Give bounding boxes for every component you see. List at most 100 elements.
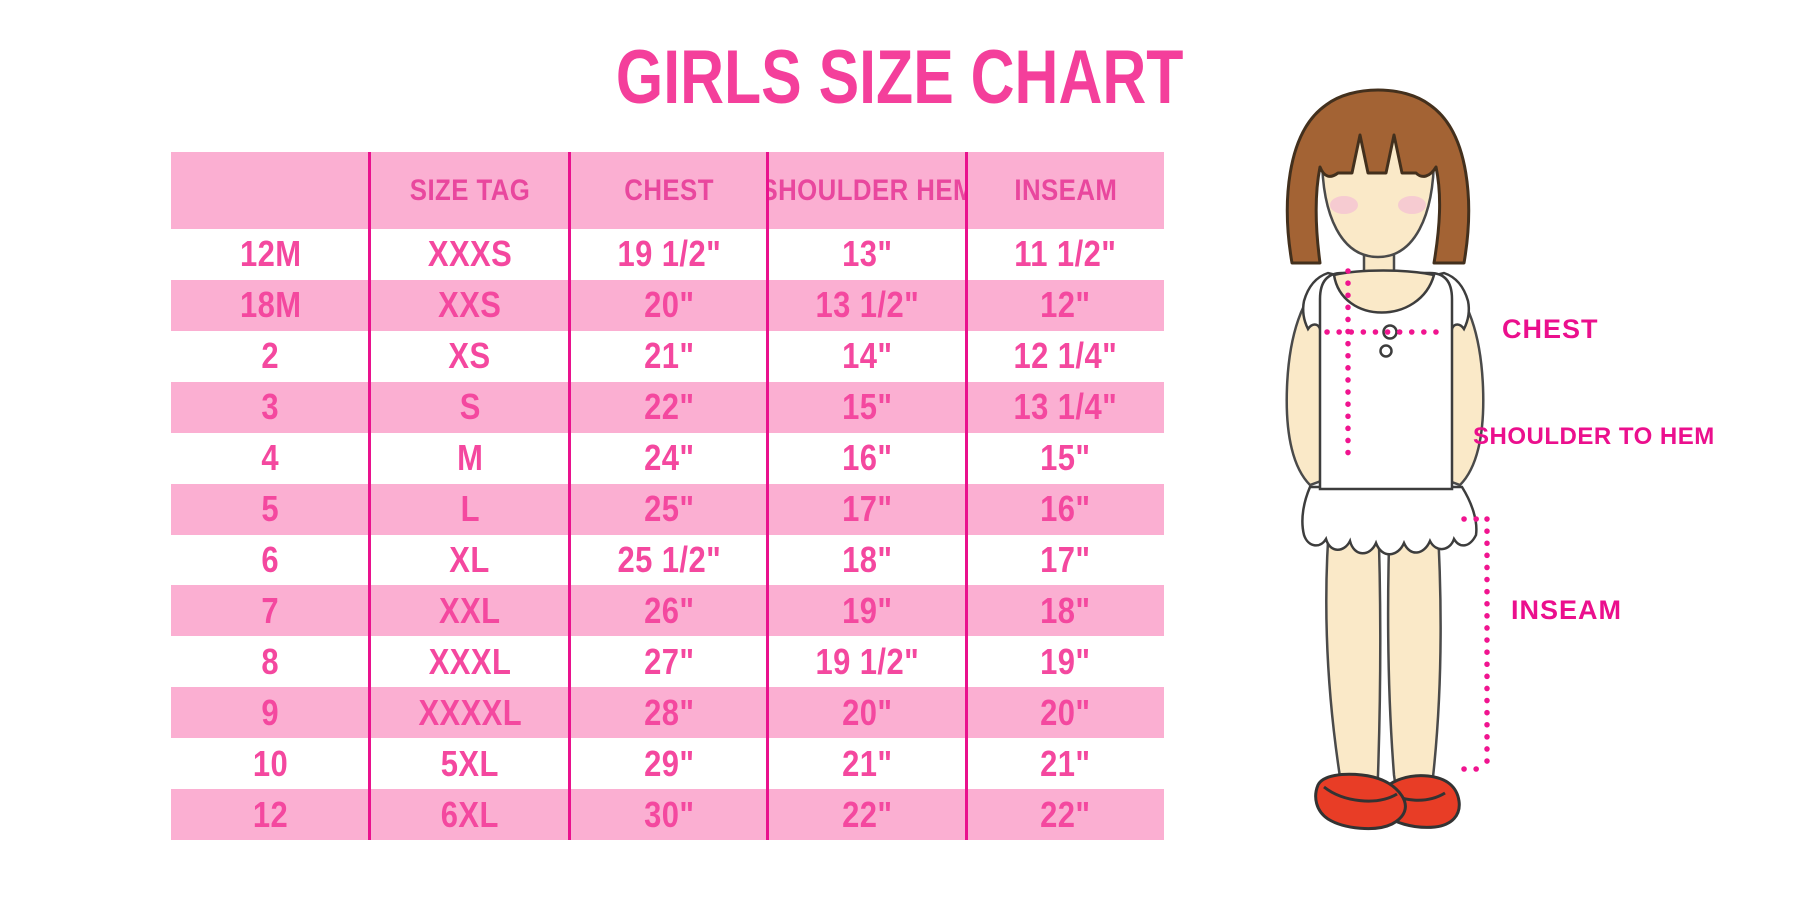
cell-chest: 26" [643, 589, 695, 631]
cell-chest: 25" [643, 488, 695, 530]
shoulder-to-hem-label: SHOULDER TO HEM [1473, 423, 1715, 450]
neckline [1332, 269, 1436, 314]
cell-chest: 29" [643, 742, 695, 784]
cell-shoulder-hem: 22" [842, 793, 893, 835]
cell-size-tag: S [459, 386, 481, 428]
chest-label: CHEST [1502, 314, 1599, 344]
cell-inseam: 12" [1040, 284, 1091, 326]
cell-size-tag: XXS [438, 284, 502, 326]
cell-size-tag: XXL [439, 589, 501, 631]
column-divider-2 [568, 152, 571, 840]
cell-inseam: 12 1/4" [1013, 335, 1118, 377]
cell-size: 4 [261, 437, 280, 479]
cell-shoulder-hem: 16" [842, 437, 893, 479]
table-row: 2 XS 21" 14" 12 1/4" [171, 331, 1164, 382]
cell-size: 18M [239, 284, 302, 326]
right-leg [1386, 511, 1442, 805]
cell-inseam: 18" [1040, 589, 1091, 631]
cell-size: 8 [261, 640, 280, 682]
table-row: 4 M 24" 16" 15" [171, 433, 1164, 484]
table-row: 12 6XL 30" 22" 22" [171, 789, 1164, 841]
cell-size: 2 [261, 335, 280, 377]
cell-shoulder-hem: 17" [842, 488, 893, 530]
table-row: 12M XXXS 19 1/2" 13" 11 1/2" [171, 229, 1164, 280]
cell-chest: 22" [643, 386, 695, 428]
cell-inseam: 21" [1040, 742, 1091, 784]
right-blush [1398, 196, 1426, 214]
header-cell-size-tag: SIZE TAG [409, 173, 531, 207]
table-row: 5 L 25" 17" 16" [171, 483, 1164, 535]
cell-shoulder-hem: 14" [842, 335, 893, 377]
cell-chest: 30" [643, 793, 695, 835]
cell-size-tag: XXXS [427, 233, 513, 275]
cell-size: 10 [252, 742, 289, 784]
cell-chest: 27" [643, 640, 695, 682]
page-title: GIRLS SIZE CHART [0, 40, 1800, 116]
skirt [1301, 485, 1478, 556]
cell-size: 7 [261, 589, 280, 631]
cell-chest: 28" [643, 691, 695, 733]
measurement-dotted-lines [1324, 268, 1491, 772]
inseam-label: INSEAM [1511, 595, 1623, 625]
cell-inseam: 19" [1040, 640, 1091, 682]
cell-size-tag: XXXXL [418, 691, 522, 733]
page-title-text: GIRLS SIZE CHART [616, 35, 1184, 120]
header-cell-shoulder-hem: SHOULDER HEM [768, 173, 967, 207]
cell-inseam: 15" [1040, 437, 1091, 479]
girl-illustration [1285, 88, 1491, 830]
cell-size-tag: L [460, 488, 480, 530]
cell-size-tag: M [456, 437, 484, 479]
cell-size-tag: 6XL [440, 793, 500, 835]
table-row: 8 XXXL 27" 19 1/2" 19" [171, 636, 1164, 687]
cell-size: 5 [261, 488, 280, 530]
table-body: 12M XXXS 19 1/2" 13" 11 1/2" 18M XXS 20"… [171, 229, 1164, 841]
left-shoe [1314, 772, 1407, 830]
cell-size-tag: XL [449, 538, 491, 580]
cell-inseam: 11 1/2" [1014, 233, 1117, 275]
table-header-row: SIZE TAG CHEST SHOULDER HEM INSEAM [171, 152, 1164, 229]
cell-chest: 19 1/2" [617, 233, 721, 275]
bottom-button [1379, 344, 1393, 358]
table-row: 18M XXS 20" 13 1/2" 12" [171, 279, 1164, 331]
cell-size: 12M [239, 233, 302, 275]
cell-shoulder-hem: 18" [842, 538, 893, 580]
cell-size-tag: XS [448, 335, 492, 377]
table-row: 3 S 22" 15" 13 1/4" [171, 381, 1164, 433]
cell-size: 3 [261, 386, 280, 428]
cell-chest: 20" [643, 284, 695, 326]
table-row: 7 XXL 26" 19" 18" [171, 585, 1164, 637]
left-blush [1330, 196, 1358, 214]
cell-shoulder-hem: 13 1/2" [815, 284, 920, 326]
cell-chest: 21" [643, 335, 695, 377]
header-cell-blank [171, 152, 370, 229]
size-chart-table: SIZE TAG CHEST SHOULDER HEM INSEAM 12M X… [171, 152, 1164, 841]
table-row: 9 XXXXL 28" 20" 20" [171, 687, 1164, 739]
left-leg [1325, 511, 1382, 805]
column-divider-3 [766, 152, 769, 840]
cell-shoulder-hem: 19 1/2" [815, 640, 920, 682]
header-cell-chest: CHEST [624, 173, 714, 207]
cell-inseam: 13 1/4" [1013, 386, 1118, 428]
cell-chest: 25 1/2" [617, 538, 721, 580]
header-cell-inseam: INSEAM [1014, 173, 1117, 207]
cell-shoulder-hem: 15" [842, 386, 893, 428]
cell-size-tag: 5XL [440, 742, 500, 784]
table-row: 6 XL 25 1/2" 18" 17" [171, 535, 1164, 586]
hair [1285, 88, 1471, 265]
cell-shoulder-hem: 20" [842, 691, 893, 733]
cell-size: 6 [261, 538, 280, 580]
column-divider-4 [965, 152, 968, 840]
cell-shoulder-hem: 19" [842, 589, 893, 631]
cell-inseam: 16" [1040, 488, 1091, 530]
cell-shoulder-hem: 13" [842, 233, 893, 275]
cell-size-tag: XXXL [428, 640, 512, 682]
cell-inseam: 22" [1040, 793, 1091, 835]
cell-size: 12 [252, 793, 289, 835]
cell-size: 9 [261, 691, 280, 733]
cell-shoulder-hem: 21" [842, 742, 893, 784]
table-row: 10 5XL 29" 21" 21" [171, 738, 1164, 789]
cell-inseam: 20" [1040, 691, 1091, 733]
cell-chest: 24" [643, 437, 695, 479]
column-divider-1 [368, 152, 371, 840]
cell-inseam: 17" [1040, 538, 1091, 580]
